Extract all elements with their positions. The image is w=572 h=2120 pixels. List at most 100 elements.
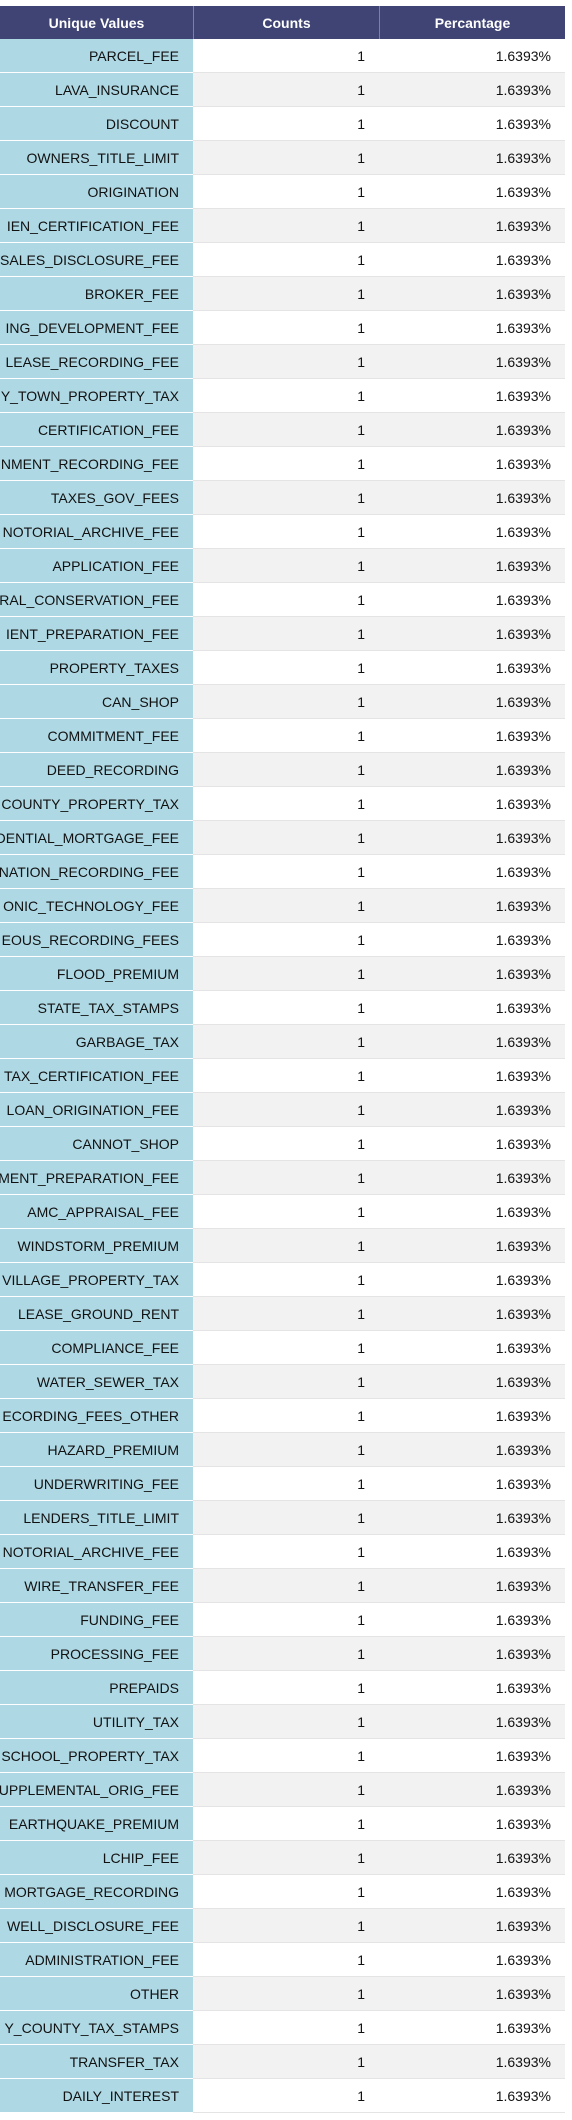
count-cell: 1 — [193, 991, 379, 1025]
percentage-cell: 1.6393% — [379, 1603, 565, 1637]
unique-value-cell: CERTIFICATION_FEE — [0, 413, 193, 447]
percentage-cell: 1.6393% — [379, 413, 565, 447]
percentage-cell: 1.6393% — [379, 107, 565, 141]
unique-value-cell: OTHER — [0, 1977, 193, 2011]
percentage-cell: 1.6393% — [379, 1161, 565, 1195]
count-cell: 1 — [193, 1909, 379, 1943]
unique-value-cell: SALES_DISCLOSURE_FEE — [0, 243, 193, 277]
unique-value-cell: LOAN_ORIGINATION_FEE — [0, 1093, 193, 1127]
unique-value-cell: LAVA_INSURANCE — [0, 73, 193, 107]
table-row: ADMINISTRATION_FEE 1 1.6393% — [0, 1943, 565, 1977]
table-row: ECORDING_FEES_OTHER 1 1.6393% — [0, 1399, 565, 1433]
column-header-percentage: Percantage — [379, 6, 565, 39]
count-cell: 1 — [193, 1059, 379, 1093]
count-cell: 1 — [193, 209, 379, 243]
percentage-cell: 1.6393% — [379, 73, 565, 107]
percentage-cell: 1.6393% — [379, 821, 565, 855]
unique-value-cell: GARBAGE_TAX — [0, 1025, 193, 1059]
table-row: DAILY_INTEREST 1 1.6393% — [0, 2079, 565, 2113]
unique-value-cell: Y_COUNTY_TAX_STAMPS — [0, 2011, 193, 2045]
percentage-cell: 1.6393% — [379, 243, 565, 277]
count-cell: 1 — [193, 1025, 379, 1059]
count-cell: 1 — [193, 2011, 379, 2045]
percentage-cell: 1.6393% — [379, 1909, 565, 1943]
percentage-cell: 1.6393% — [379, 617, 565, 651]
percentage-cell: 1.6393% — [379, 1127, 565, 1161]
count-cell: 1 — [193, 73, 379, 107]
table-row: ORIGINATION 1 1.6393% — [0, 175, 565, 209]
table-row: LEASE_GROUND_RENT 1 1.6393% — [0, 1297, 565, 1331]
unique-value-cell: WIRE_TRANSFER_FEE — [0, 1569, 193, 1603]
percentage-cell: 1.6393% — [379, 957, 565, 991]
unique-value-cell: HAZARD_PREMIUM — [0, 1433, 193, 1467]
percentage-cell: 1.6393% — [379, 583, 565, 617]
count-cell: 1 — [193, 1875, 379, 1909]
count-cell: 1 — [193, 175, 379, 209]
table-row: DISCOUNT 1 1.6393% — [0, 107, 565, 141]
unique-value-cell: TAX_CERTIFICATION_FEE — [0, 1059, 193, 1093]
table-row: COUNTY_PROPERTY_TAX 1 1.6393% — [0, 787, 565, 821]
unique-value-cell: NMENT_RECORDING_FEE — [0, 447, 193, 481]
table-row: LAVA_INSURANCE 1 1.6393% — [0, 73, 565, 107]
unique-value-cell: PREPAIDS — [0, 1671, 193, 1705]
percentage-cell: 1.6393% — [379, 1637, 565, 1671]
count-cell: 1 — [193, 39, 379, 73]
percentage-cell: 1.6393% — [379, 277, 565, 311]
table-row: OTHER 1 1.6393% — [0, 1977, 565, 2011]
percentage-cell: 1.6393% — [379, 1263, 565, 1297]
percentage-cell: 1.6393% — [379, 1399, 565, 1433]
percentage-cell: 1.6393% — [379, 1025, 565, 1059]
unique-value-cell: MORTGAGE_RECORDING — [0, 1875, 193, 1909]
count-cell: 1 — [193, 1773, 379, 1807]
count-cell: 1 — [193, 1671, 379, 1705]
percentage-cell: 1.6393% — [379, 549, 565, 583]
unique-value-cell: EARTHQUAKE_PREMIUM — [0, 1807, 193, 1841]
percentage-cell: 1.6393% — [379, 1297, 565, 1331]
unique-value-cell: NATION_RECORDING_FEE — [0, 855, 193, 889]
unique-value-cell: ADMINISTRATION_FEE — [0, 1943, 193, 1977]
table-row: NOTORIAL_ARCHIVE_FEE 1 1.6393% — [0, 1535, 565, 1569]
unique-value-cell: LEASE_GROUND_RENT — [0, 1297, 193, 1331]
percentage-cell: 1.6393% — [379, 1739, 565, 1773]
unique-value-cell: LCHIP_FEE — [0, 1841, 193, 1875]
percentage-cell: 1.6393% — [379, 1195, 565, 1229]
unique-value-cell: FUNDING_FEE — [0, 1603, 193, 1637]
percentage-cell: 1.6393% — [379, 1705, 565, 1739]
percentage-cell: 1.6393% — [379, 1331, 565, 1365]
percentage-cell: 1.6393% — [379, 39, 565, 73]
percentage-cell: 1.6393% — [379, 209, 565, 243]
table-row: EOUS_RECORDING_FEES 1 1.6393% — [0, 923, 565, 957]
percentage-cell: 1.6393% — [379, 1535, 565, 1569]
percentage-cell: 1.6393% — [379, 1501, 565, 1535]
count-cell: 1 — [193, 379, 379, 413]
count-cell: 1 — [193, 1535, 379, 1569]
count-cell: 1 — [193, 855, 379, 889]
unique-value-cell: TAXES_GOV_FEES — [0, 481, 193, 515]
unique-value-cell: LEASE_RECORDING_FEE — [0, 345, 193, 379]
unique-value-cell: LENDERS_TITLE_LIMIT — [0, 1501, 193, 1535]
unique-value-cell: WINDSTORM_PREMIUM — [0, 1229, 193, 1263]
percentage-cell: 1.6393% — [379, 685, 565, 719]
count-cell: 1 — [193, 447, 379, 481]
count-cell: 1 — [193, 1637, 379, 1671]
unique-value-cell: AMC_APPRAISAL_FEE — [0, 1195, 193, 1229]
unique-value-cell: ING_DEVELOPMENT_FEE — [0, 311, 193, 345]
percentage-cell: 1.6393% — [379, 481, 565, 515]
unique-value-cell: IEN_CERTIFICATION_FEE — [0, 209, 193, 243]
count-cell: 1 — [193, 1807, 379, 1841]
table-row: DENTIAL_MORTGAGE_FEE 1 1.6393% — [0, 821, 565, 855]
count-cell: 1 — [193, 515, 379, 549]
count-cell: 1 — [193, 311, 379, 345]
count-cell: 1 — [193, 1365, 379, 1399]
count-cell: 1 — [193, 583, 379, 617]
count-cell: 1 — [193, 719, 379, 753]
count-cell: 1 — [193, 1127, 379, 1161]
table-row: Y_TOWN_PROPERTY_TAX 1 1.6393% — [0, 379, 565, 413]
table-row: LENDERS_TITLE_LIMIT 1 1.6393% — [0, 1501, 565, 1535]
count-cell: 1 — [193, 481, 379, 515]
percentage-cell: 1.6393% — [379, 1059, 565, 1093]
unique-value-cell: DEED_RECORDING — [0, 753, 193, 787]
table-row: TAX_CERTIFICATION_FEE 1 1.6393% — [0, 1059, 565, 1093]
count-cell: 1 — [193, 1161, 379, 1195]
percentage-cell: 1.6393% — [379, 175, 565, 209]
